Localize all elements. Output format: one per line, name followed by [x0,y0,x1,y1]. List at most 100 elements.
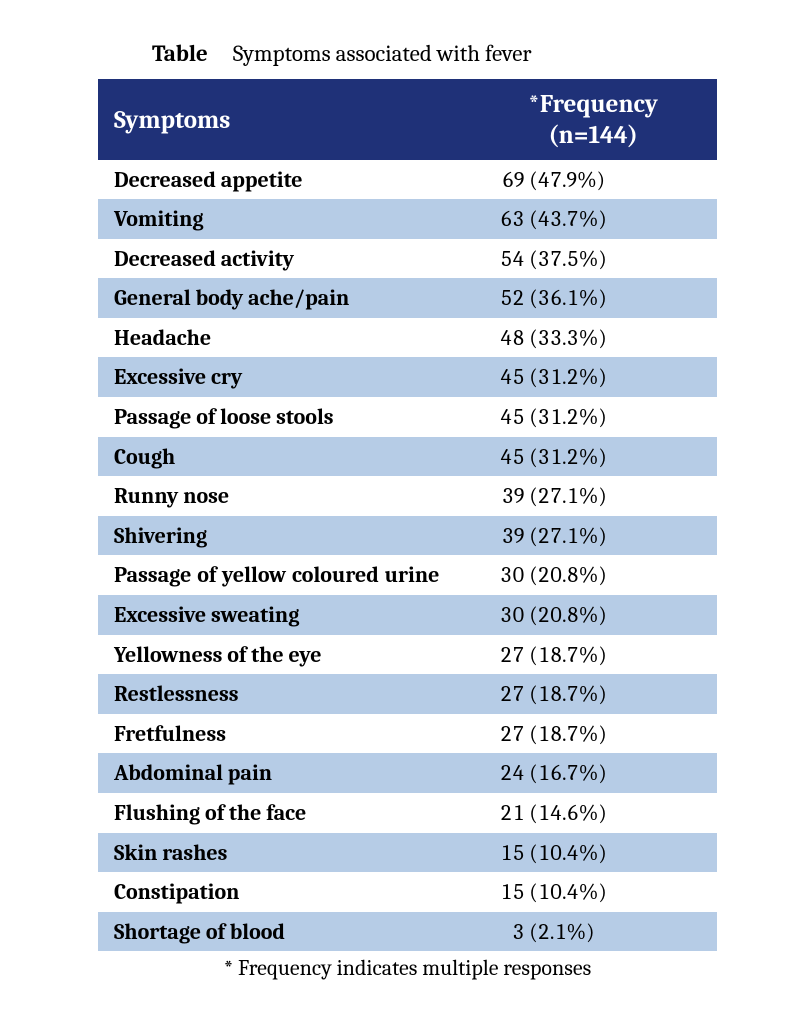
frequency-pct: (10.4%) [524,879,606,905]
frequency-pct: (14.6%) [524,800,606,826]
frequency-count: 69 [499,166,524,195]
frequency-count: 3 [499,918,524,947]
frequency-count: 15 [499,878,524,907]
symptom-cell: Excessive sweating [98,595,469,635]
table-row: Runny nose39 (27.1%) [98,476,717,516]
header-freq-line2: (n=144) [485,120,701,151]
frequency-cell: 48 (33.3%) [469,318,717,358]
table-header-row: Symptoms *Frequency (n=144) [98,79,717,160]
header-frequency: *Frequency (n=144) [469,79,717,160]
frequency-count: 27 [499,680,524,709]
frequency-pct: (31.2%) [524,444,606,470]
frequency-count: 45 [499,363,524,392]
frequency-pct: (10.4%) [524,840,606,866]
table-row: Passage of yellow coloured urine30 (20.8… [98,555,717,595]
frequency-pct: (27.1%) [524,523,606,549]
frequency-count: 48 [499,324,524,353]
frequency-pct: (20.8%) [524,602,606,628]
frequency-pct: (20.8%) [524,562,606,588]
frequency-count: 30 [499,561,524,590]
symptom-cell: Excessive cry [98,357,469,397]
frequency-count: 54 [499,245,524,274]
frequency-cell: 30 (20.8%) [469,595,717,635]
symptom-cell: Vomiting [98,199,469,239]
frequency-pct: (27.1%) [524,483,606,509]
symptom-cell: Cough [98,437,469,477]
symptom-cell: Decreased activity [98,239,469,279]
symptom-cell: Shivering [98,516,469,556]
table-row: Decreased activity54 (37.5%) [98,239,717,279]
symptom-cell: Yellowness of the eye [98,635,469,675]
symptom-cell: Shortage of blood [98,912,469,952]
table-footnote: * Frequency indicates multiple responses [98,955,717,981]
frequency-pct: (33.3%) [524,325,606,351]
table-row: Excessive sweating30 (20.8%) [98,595,717,635]
frequency-pct: (43.7%) [524,206,606,232]
symptom-cell: Fretfulness [98,714,469,754]
frequency-count: 27 [499,641,524,670]
header-freq-line1: *Frequency [485,89,701,120]
symptom-cell: Abdominal pain [98,753,469,793]
frequency-count: 15 [499,839,524,868]
table-row: Shivering39 (27.1%) [98,516,717,556]
frequency-cell: 30 (20.8%) [469,555,717,595]
frequency-count: 39 [499,522,524,551]
table-row: Constipation15 (10.4%) [98,872,717,912]
table-row: Decreased appetite69 (47.9%) [98,160,717,200]
frequency-pct: (16.7%) [524,760,606,786]
frequency-count: 30 [499,601,524,630]
symptom-cell: Flushing of the face [98,793,469,833]
table-row: Fretfulness27 (18.7%) [98,714,717,754]
table-row: Excessive cry45 (31.2%) [98,357,717,397]
table-row: Vomiting63 (43.7%) [98,199,717,239]
page-container: Table Symptoms associated with fever Sym… [0,0,787,1021]
frequency-cell: 45 (31.2%) [469,357,717,397]
symptoms-table: Symptoms *Frequency (n=144) Decreased ap… [98,79,717,951]
table-row: Passage of loose stools45 (31.2%) [98,397,717,437]
table-row: Abdominal pain24 (16.7%) [98,753,717,793]
caption-text: Symptoms associated with fever [233,40,532,67]
symptom-cell: Passage of yellow coloured urine [98,555,469,595]
symptom-cell: Restlessness [98,674,469,714]
frequency-count: 27 [499,720,524,749]
table-row: Flushing of the face 21 (14.6%) [98,793,717,833]
frequency-count: 45 [499,443,524,472]
symptom-cell: Passage of loose stools [98,397,469,437]
frequency-pct: (37.5%) [524,246,606,272]
symptom-cell: Skin rashes [98,833,469,873]
frequency-cell: 27 (18.7%) [469,674,717,714]
table-row: Cough45 (31.2%) [98,437,717,477]
frequency-count: 21 [499,799,524,828]
symptom-cell: Decreased appetite [98,160,469,200]
caption-label: Table [152,40,208,67]
table-row: Shortage of blood 3 (2.1%) [98,912,717,952]
frequency-cell: 24 (16.7%) [469,753,717,793]
table-row: General body ache/pain52 (36.1%) [98,278,717,318]
frequency-cell: 39 (27.1%) [469,516,717,556]
frequency-cell: 69 (47.9%) [469,160,717,200]
frequency-cell: 15 (10.4%) [469,872,717,912]
table-body: Decreased appetite69 (47.9%)Vomiting63 (… [98,160,717,952]
frequency-pct: (31.2%) [524,404,606,430]
frequency-pct: (18.7%) [524,721,606,747]
frequency-pct: (47.9%) [524,167,605,193]
frequency-pct: (18.7%) [524,642,606,668]
symptom-cell: Runny nose [98,476,469,516]
frequency-cell: 52 (36.1%) [469,278,717,318]
frequency-pct: (18.7%) [524,681,606,707]
frequency-cell: 54 (37.5%) [469,239,717,279]
frequency-cell: 39 (27.1%) [469,476,717,516]
frequency-cell: 27 (18.7%) [469,714,717,754]
frequency-cell: 27 (18.7%) [469,635,717,675]
frequency-count: 63 [499,205,524,234]
table-caption: Table Symptoms associated with fever [98,40,717,67]
frequency-cell: 45 (31.2%) [469,437,717,477]
frequency-pct: (2.1%) [524,919,594,945]
table-row: Restlessness27 (18.7%) [98,674,717,714]
symptom-cell: Headache [98,318,469,358]
table-row: Yellowness of the eye27 (18.7%) [98,635,717,675]
table-row: Headache48 (33.3%) [98,318,717,358]
frequency-cell: 63 (43.7%) [469,199,717,239]
frequency-count: 39 [499,482,524,511]
frequency-cell: 15 (10.4%) [469,833,717,873]
